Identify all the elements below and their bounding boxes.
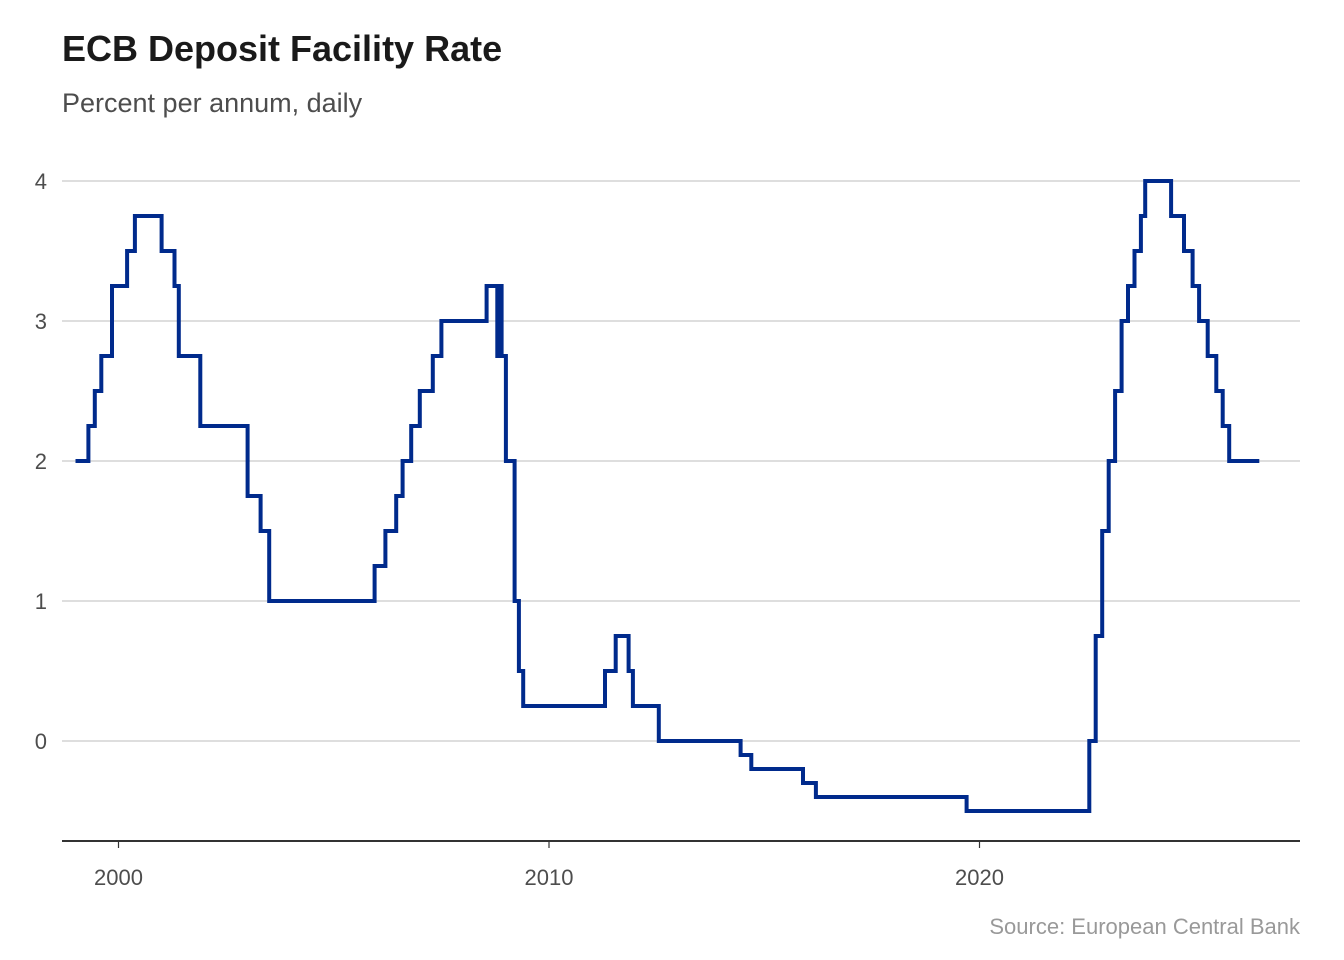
chart-title: ECB Deposit Facility Rate xyxy=(62,28,503,69)
x-tick-label: 2020 xyxy=(955,865,1004,890)
y-tick-label: 1 xyxy=(35,589,47,614)
y-tick-label: 0 xyxy=(35,729,47,754)
x-tick-label: 2000 xyxy=(94,865,143,890)
x-tick-label: 2010 xyxy=(525,865,574,890)
x-axis: 2000 2010 2020 xyxy=(62,840,1300,890)
y-tick-label: 2 xyxy=(35,449,47,474)
chart-subtitle: Percent per annum, daily xyxy=(62,88,363,118)
y-axis-ticks: 0 1 2 3 4 xyxy=(35,169,47,754)
y-tick-label: 3 xyxy=(35,309,47,334)
series-line-deposit-rate xyxy=(75,179,1260,813)
y-tick-label: 4 xyxy=(35,169,47,194)
series-layer xyxy=(75,179,1260,813)
chart-caption: Source: European Central Bank xyxy=(989,914,1300,939)
